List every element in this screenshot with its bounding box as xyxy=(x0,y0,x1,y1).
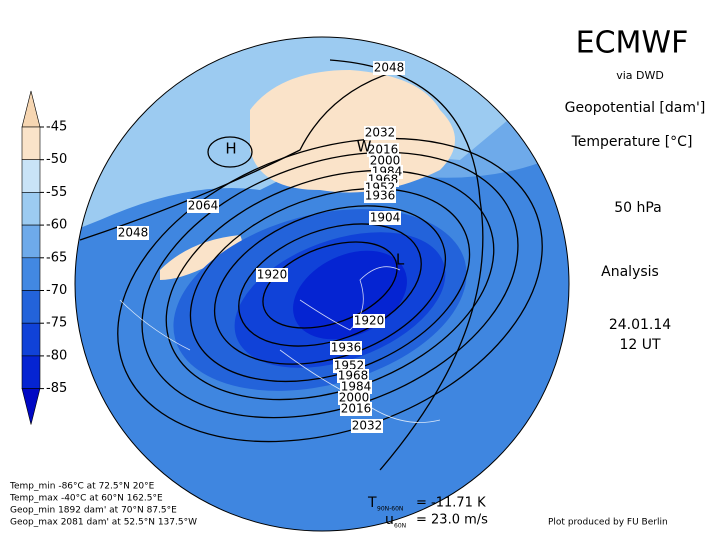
contour-label: 1984 xyxy=(341,380,372,394)
map-border xyxy=(74,36,570,532)
date: 24.01.14 xyxy=(609,317,671,333)
index-subscript: 90N-60N xyxy=(377,506,403,513)
contour-label: 1920 xyxy=(354,314,385,328)
credit: Plot produced by FU Berlin xyxy=(548,518,668,528)
contour-label-bg xyxy=(373,61,405,75)
contour-label-bg xyxy=(369,211,401,225)
colorbar-label: -65 xyxy=(46,250,67,265)
colorbar: -45 -50 -55 -60 -65 -70 -75 -80 -85 xyxy=(21,90,67,425)
index-symbol: u xyxy=(385,512,394,528)
contour-label: 2016 xyxy=(368,143,399,157)
contour-label-bg xyxy=(338,391,370,405)
stats: Temp_min -86°C at 72.5°N 20°E Temp_max -… xyxy=(9,482,197,528)
pressure-marker: H xyxy=(225,140,236,158)
contour-labels: 2048203220162000198419681952193619042064… xyxy=(117,61,405,433)
contour-label: 1968 xyxy=(338,369,369,383)
colorbar-label: -50 xyxy=(46,152,67,167)
colorbar-label: -80 xyxy=(46,348,67,363)
contour-label: 2032 xyxy=(352,419,383,433)
stat-line: Geop_min 1892 dam' at 70°N 87.5°E xyxy=(10,506,177,516)
contour-label: 1936 xyxy=(365,189,396,203)
contour-label: 1904 xyxy=(370,211,401,225)
contours xyxy=(79,59,543,471)
colorbar-segment xyxy=(21,322,41,357)
colorbar-label: -85 xyxy=(46,381,67,396)
index-value: = -11.71 K xyxy=(416,496,486,511)
stat-line: Temp_max -40°C at 60°N 162.5°E xyxy=(9,494,163,504)
colorbar-cap xyxy=(21,90,41,128)
contour-label-bg xyxy=(330,341,362,355)
colorbar-segment xyxy=(21,159,41,193)
contour-label: 2032 xyxy=(365,126,396,140)
colorbar-label: -75 xyxy=(46,316,67,331)
colorbar-label: -45 xyxy=(46,120,67,135)
stat-line: Temp_min -86°C at 72.5°N 20°E xyxy=(9,482,155,492)
contour-label: 1920 xyxy=(257,268,288,282)
polar-map xyxy=(75,37,569,531)
contour-label-bg xyxy=(340,402,372,416)
contour-label: 1936 xyxy=(331,341,362,355)
title: ECMWF xyxy=(576,26,689,61)
colorbar-segment xyxy=(21,192,41,226)
colorbar-cap xyxy=(21,388,41,425)
time: 12 UT xyxy=(619,337,661,353)
contour-label: 2000 xyxy=(370,154,401,168)
colorbar-segment xyxy=(21,290,41,324)
contour-label-bg xyxy=(364,126,396,140)
stat-line: Geop_max 2081 dam' at 52.5°N 137.5°W xyxy=(10,518,197,528)
colorbar-segment xyxy=(21,355,41,389)
contour-label: 2064 xyxy=(188,199,219,213)
colorbar-label: -70 xyxy=(46,283,67,298)
contour-label: 2000 xyxy=(339,391,370,405)
temp-zone xyxy=(250,70,455,193)
contour-label-bg xyxy=(117,226,149,240)
index-value: = 23.0 m/s xyxy=(416,513,488,528)
contour-label-bg xyxy=(337,369,369,383)
colorbar-segment xyxy=(21,224,41,259)
colorbar-segment xyxy=(21,126,41,161)
contour-label: 2016 xyxy=(341,402,372,416)
field-label: Temperature [°C] xyxy=(571,134,693,150)
pressure-marker: L xyxy=(396,251,405,269)
contour-label-bg xyxy=(351,419,383,433)
contour-label-bg xyxy=(364,189,396,203)
field-label: Geopotential [dam'] xyxy=(565,100,706,116)
analysis-kind: Analysis xyxy=(601,264,659,280)
index-subscript: 60N xyxy=(394,523,406,530)
temp-zone xyxy=(160,235,242,280)
contour-label: 2048 xyxy=(374,61,405,75)
contour-label-bg xyxy=(353,314,385,328)
colorbar-segment xyxy=(21,257,41,291)
source: via DWD xyxy=(616,69,664,82)
contour-label-bg xyxy=(187,199,219,213)
level: 50 hPa xyxy=(614,200,662,216)
pressure-marker: W xyxy=(357,138,372,156)
colorbar-label: -60 xyxy=(46,218,67,233)
contour-label: 2048 xyxy=(118,226,149,240)
contour-label-bg xyxy=(340,380,372,394)
colorbar-label: -55 xyxy=(46,185,67,200)
contour-label-bg xyxy=(369,154,401,168)
contour-label-bg xyxy=(256,268,288,282)
contour-label-bg xyxy=(367,143,399,157)
index-symbol: T xyxy=(367,495,377,511)
